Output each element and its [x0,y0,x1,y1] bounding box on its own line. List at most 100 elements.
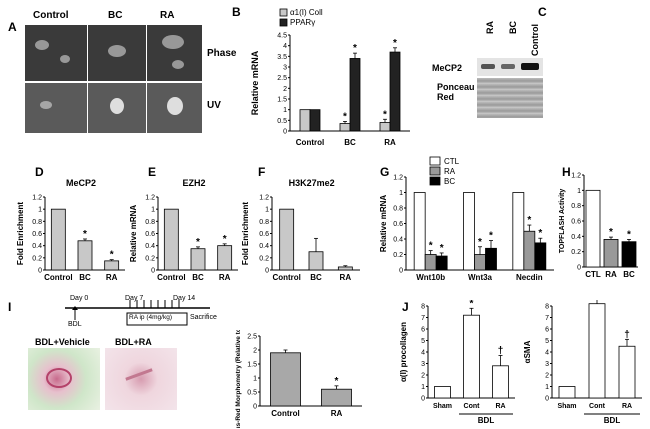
category-label: Control [157,273,185,282]
chart-e: 0 0.2 0.4 0.6 0.8 1 1.2 Relative mRNA EZH2 Contro… [129,178,238,282]
y-axis-label: α(I) procollagen [399,322,408,382]
bar [308,251,324,271]
legend-swatch [429,156,441,166]
y-tick-label: 0.6 [145,231,155,238]
bar [534,242,547,271]
y-tick-label: 1.2 [393,175,403,182]
y-axis-label: Fold Enrichment [16,202,25,265]
y-tick-label: 0.6 [259,231,269,238]
legend-swatch [429,176,441,186]
significance-marker: * [383,109,387,120]
category-label: Control [44,273,72,282]
chart-title: MeCP2 [66,178,96,188]
bar [270,352,301,407]
legend-label: RA [444,167,456,176]
y-tick-label: 0 [545,396,549,403]
bar [603,239,619,268]
bar [474,254,486,271]
bar [463,314,480,399]
blot-ponceau [477,78,543,118]
legend-label: CTL [444,157,460,166]
y-tick-label: 3 [421,361,425,368]
category-label: BC [623,270,635,279]
y-tick-label: 0 [151,268,155,275]
panel-letter-c: C [538,5,547,19]
significance-marker: † [624,329,630,340]
bar [512,192,525,271]
bar [389,51,401,132]
timeline-bdl: BDL [68,321,82,328]
y-tick-label: 1.2 [571,173,581,180]
chart-g: 0 0.2 0.4 0.6 0.8 1 1.2 Relative mRNA * * Wnt10b * *… [379,156,554,282]
lane-label-ra: RA [485,21,495,34]
bar [463,192,475,271]
y-tick-label: 0 [577,265,581,272]
y-tick-label: 1.2 [145,195,155,202]
bar [309,109,321,132]
bar [339,123,351,132]
bar [321,388,352,407]
y-tick-label: 2.5 [247,334,257,341]
y-tick-label: 4 [421,350,425,357]
bar [163,208,179,271]
significance-marker: * [83,229,87,240]
y-axis-label: Fold Enrichment [241,202,250,265]
chart-f: 0 0.2 0.4 0.6 0.8 1 1.2 Fold Enrichment H3K27me2… [241,178,360,282]
y-tick-label: 2 [545,373,549,380]
y-tick-label: 8 [421,304,425,311]
chart-d: 0 0.2 0.4 0.6 0.8 1 1.2 Fold Enrichment MeCP2 Con… [16,178,125,282]
y-tick-label: 1 [545,384,549,391]
chart-b: 0 0.5 1 1.5 2 2.5 3 3.5 4 4.5 Relative mRNA Control… [250,8,410,147]
y-tick-label: 4.5 [277,33,287,40]
significance-marker: * [393,38,397,49]
legend-label: PPARγ [290,18,315,27]
category-label: BC [310,273,322,282]
y-tick-label: 2.5 [277,75,287,82]
panel-letter-b: B [232,5,241,19]
bar [434,386,451,399]
y-tick-label: 2 [421,373,425,380]
bar [588,303,606,399]
y-tick-label: 1.2 [259,195,269,202]
y-tick-label: 0.2 [259,255,269,262]
lane-label-control: Control [530,24,540,56]
y-axis-label: Relative mRNA [379,195,388,253]
panel-letter-a: A [8,20,17,34]
y-tick-label: 0.6 [571,219,581,226]
col-label-ra: RA [160,10,175,21]
row-label-uv: UV [207,100,221,111]
bar [621,241,637,268]
category-label: Control [272,273,300,282]
timeline-sacrifice: Sacrifice [190,314,217,321]
y-tick-label: 3 [545,361,549,368]
bar [104,260,120,271]
timeline-day0: Day 0 [70,295,89,302]
y-tick-label: 1 [421,384,425,391]
y-tick-label: 0.8 [393,206,403,213]
y-tick-label: 0 [253,404,257,411]
significance-marker: * [440,243,444,254]
bar [279,208,295,271]
histology-ra [105,348,177,410]
legend-swatch [279,18,288,27]
y-tick-label: 0.4 [145,243,155,250]
y-tick-label: 1.5 [277,97,287,104]
significance-marker: * [429,241,433,252]
bar [50,208,66,271]
y-tick-label: 0 [421,396,425,403]
category-label: RA [106,273,118,282]
y-axis-label: Relative mRNA [129,205,138,263]
y-tick-label: 0.2 [571,249,581,256]
y-tick-label: 0.5 [277,118,287,125]
y-tick-label: 1.2 [32,195,42,202]
category-label: Cont [589,403,606,410]
blot-mecp2 [477,58,543,76]
y-tick-label: 0.2 [32,255,42,262]
legend-label: α1(I) Coll [290,8,323,17]
panel-letter-f: F [258,165,266,179]
y-tick-label: 0.5 [247,390,257,397]
y-tick-label: 0.4 [571,234,581,241]
y-tick-label: 1 [577,188,581,195]
y-tick-label: 7 [545,315,549,322]
